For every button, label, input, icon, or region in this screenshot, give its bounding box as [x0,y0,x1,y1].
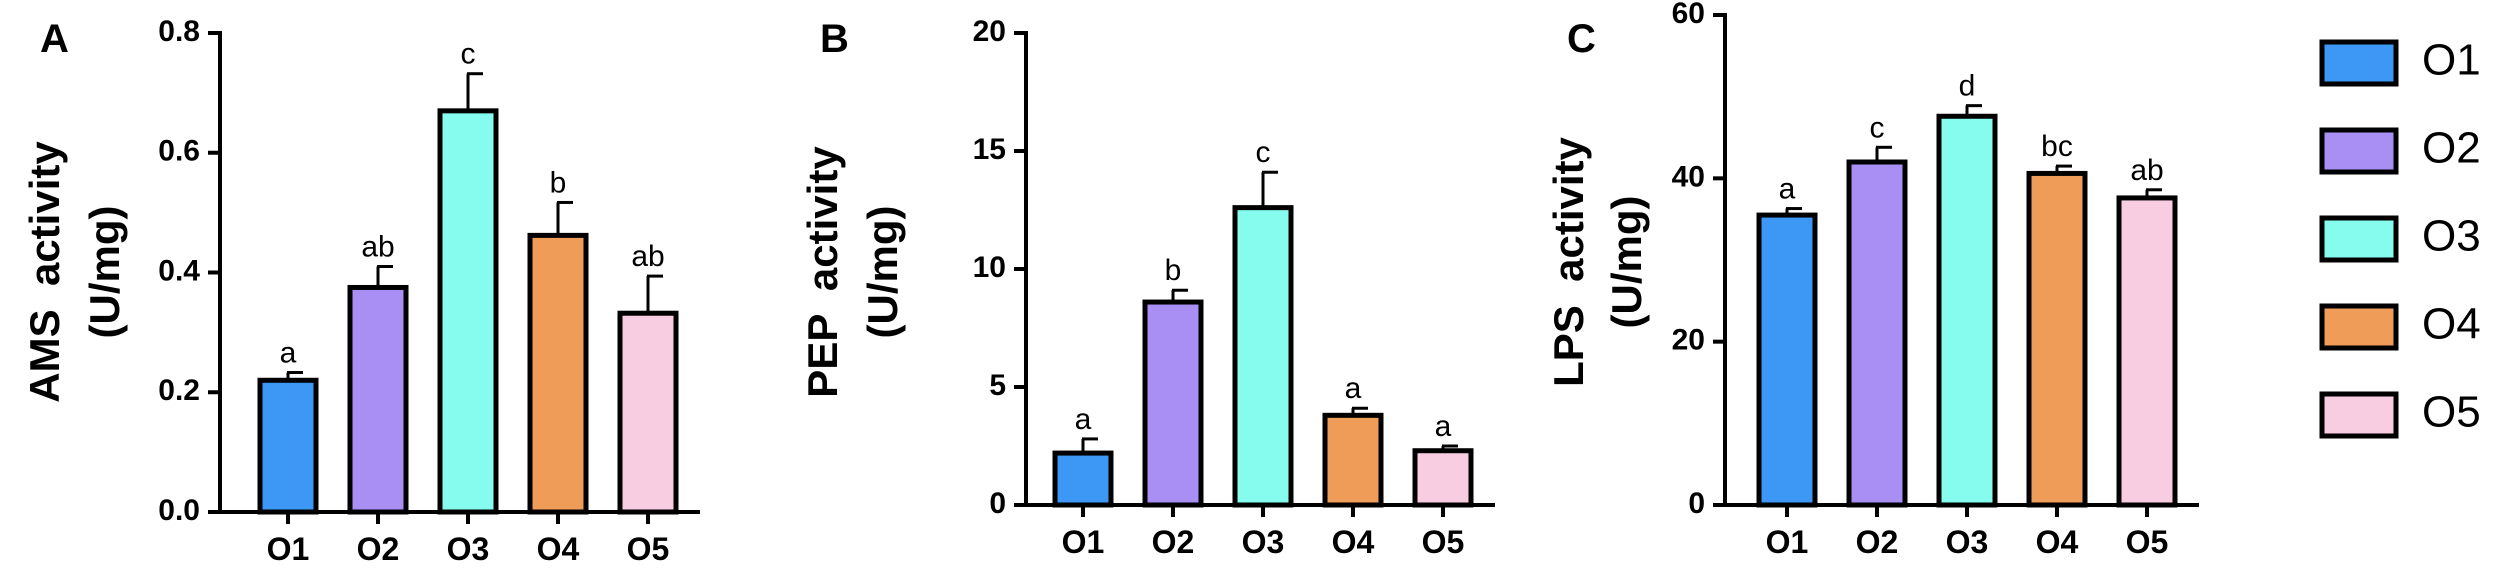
y-axis-label: LPS activity [1545,136,1592,386]
panel-letter: C [1567,17,1596,61]
y-tick-label: 0.4 [158,254,200,287]
bar-o1 [257,377,319,515]
legend-label: O1 [2422,36,2481,85]
y-tick-label: 60 [1672,0,1705,30]
significance-label: c [1256,136,1271,169]
legend-item: O1 [2319,36,2481,87]
significance-label: a [1075,403,1092,436]
y-tick-label: 20 [973,15,1006,48]
chart-panel-b: B PEP activity (U/mg) 0 5 10 15 20 a O1 b O2 c O3 a O4 a… [799,15,1495,560]
legend-swatch [2319,391,2399,439]
bar-o4 [527,232,589,515]
x-tick-label: O2 [357,531,400,567]
bar-o3 [437,108,499,515]
x-tick-label: O1 [1766,524,1809,560]
x-tick-label: O3 [1946,524,1989,560]
significance-label: d [1959,70,1976,103]
y-axis-label: PEP activity [799,146,846,398]
legend-label: O4 [2422,300,2481,349]
x-tick-label: O2 [1152,524,1195,560]
significance-label: a [1345,372,1362,405]
y-tick-label: 5 [989,369,1006,402]
panel-letter: A [40,17,69,61]
legend-swatch [2319,215,2399,263]
bar-o4 [2026,170,2088,508]
x-tick-label: O5 [2126,524,2169,560]
y-axis-label: (U/mg) [859,206,906,339]
legend-item: O4 [2319,300,2481,351]
x-tick-label: O1 [267,531,310,567]
y-axis-label: AMS activity [21,141,68,403]
chart-panel-c: C LPS activity (U/mg) 0 20 40 60 a O1 c O2 d O3 bc O4 a… [1545,0,2199,560]
x-tick-label: O3 [447,531,490,567]
bar-o1 [1756,212,1818,508]
chart-panel-a: A AMS activity (U/mg) 0.0 0.2 0.4 0.6 0.8 a O1 ab O… [21,15,700,567]
significance-label: a [1435,410,1452,443]
y-axis-label: (U/mg) [81,206,128,339]
bar-o2 [1846,159,1908,508]
y-tick-label: 0.0 [158,494,200,527]
bar-o4 [1322,412,1384,508]
x-tick-label: O5 [627,531,670,567]
x-tick-label: O1 [1062,524,1105,560]
bar-o3 [1232,205,1294,508]
significance-label: a [1779,173,1796,206]
legend-label: O5 [2422,388,2481,437]
bar-o3 [1936,113,1998,508]
y-axis-label: (U/mg) [1603,196,1650,329]
bar-o2 [1142,299,1204,508]
significance-label: c [461,38,476,71]
y-tick-label: 15 [973,133,1006,166]
significance-label: c [1870,111,1885,144]
significance-label: ab [361,231,394,264]
bar-o5 [1412,448,1474,508]
y-tick-label: 0.6 [158,135,200,168]
legend: O1 O2 O3 O4 O5 [2319,36,2481,439]
significance-label: bc [2041,130,2073,163]
y-tick-label: 0.8 [158,15,200,48]
y-tick-label: 0.2 [158,374,200,407]
legend-item: O3 [2319,212,2481,263]
significance-label: ab [2130,154,2163,187]
legend-item: O2 [2319,124,2481,175]
legend-swatch [2319,39,2399,87]
bar-o5 [2116,195,2178,508]
y-tick-label: 0 [1688,487,1705,520]
y-tick-label: 10 [973,251,1006,284]
x-tick-label: O5 [1422,524,1465,560]
legend-label: O3 [2422,212,2481,261]
panel-letter: B [820,17,849,61]
legend-item: O5 [2319,388,2481,439]
x-tick-label: O4 [537,531,580,567]
x-tick-label: O4 [1332,524,1375,560]
significance-label: a [280,336,297,369]
significance-label: b [550,166,567,199]
significance-label: b [1165,254,1182,287]
x-tick-label: O3 [1242,524,1285,560]
y-tick-label: 0 [989,487,1006,520]
legend-label: O2 [2422,124,2481,173]
bar-o2 [347,284,409,515]
y-tick-label: 40 [1672,160,1705,193]
y-tick-label: 20 [1672,324,1705,357]
x-tick-label: O2 [1856,524,1899,560]
bar-o1 [1052,450,1114,508]
bar-o5 [617,310,679,515]
x-tick-label: O4 [2036,524,2079,560]
legend-swatch [2319,303,2399,351]
legend-swatch [2319,127,2399,175]
significance-label: ab [631,240,664,273]
